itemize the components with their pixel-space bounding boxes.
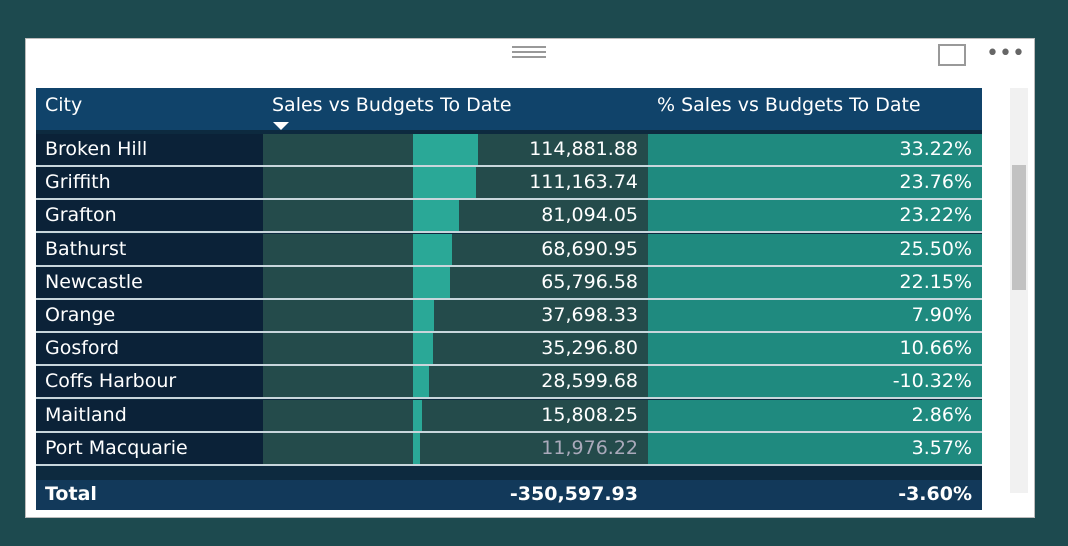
city: Maitland — [45, 403, 127, 426]
city-cell — [36, 399, 263, 431]
pct-value: 22.15% — [899, 270, 972, 293]
row-divider — [36, 331, 982, 333]
pct-value: 23.22% — [899, 204, 972, 227]
city: Gosford — [45, 337, 120, 360]
pct-cell — [648, 432, 982, 464]
data-bar — [413, 266, 451, 298]
pct-cell — [648, 399, 982, 431]
sales-cell — [263, 432, 648, 464]
row-divider — [36, 264, 982, 267]
focus-mode-icon[interactable] — [938, 44, 966, 66]
sales-value: 114,881.88 — [529, 138, 638, 160]
sales-value: 65,796.58 — [541, 270, 638, 293]
city: Grafton — [45, 204, 117, 227]
data-bar — [413, 300, 435, 331]
pct-value: 2.86% — [911, 403, 972, 426]
row-divider — [36, 165, 982, 167]
city-cell — [36, 266, 263, 298]
sales-value: 35,296.80 — [541, 337, 638, 360]
sales-value: 37,698.33 — [541, 304, 638, 326]
column-header[interactable]: Sales vs Budgets To Date — [272, 94, 512, 116]
city: Newcastle — [45, 270, 143, 293]
sales-cell — [263, 266, 648, 298]
city: Port Macquarie — [45, 436, 188, 459]
city-cell — [36, 134, 263, 165]
sales-value: 68,690.95 — [541, 237, 638, 260]
pct-cell — [648, 366, 982, 398]
sales-value: 28,599.68 — [541, 370, 638, 393]
scrollbar[interactable] — [1010, 88, 1028, 493]
row-divider — [36, 397, 982, 400]
data-bar — [413, 432, 420, 464]
pct-cell — [648, 266, 982, 298]
sales-cell — [263, 366, 648, 398]
city-cell — [36, 300, 263, 331]
pct-cell — [648, 300, 982, 331]
pct-value: 10.66% — [899, 337, 972, 360]
city: Griffith — [45, 171, 111, 194]
data-bar — [413, 167, 476, 199]
drag-handle[interactable] — [512, 46, 546, 48]
pct-value: 33.22% — [899, 138, 972, 160]
pct-value: 7.90% — [911, 304, 972, 326]
sales-cell — [263, 333, 648, 365]
pct-value: -10.32% — [892, 370, 972, 393]
city-cell — [36, 366, 263, 398]
row-divider — [36, 364, 982, 367]
city: Coffs Harbour — [45, 370, 177, 393]
total-pct: -3.60% — [898, 483, 972, 505]
sort-arrow — [273, 122, 289, 130]
pct-cell — [648, 333, 982, 365]
data-bar — [413, 399, 422, 431]
total-label: Total — [45, 483, 97, 505]
sales-value: 15,808.25 — [541, 403, 638, 426]
city: Bathurst — [45, 237, 127, 260]
header-row — [36, 88, 982, 130]
row-divider — [36, 297, 982, 300]
data-bar — [413, 134, 478, 165]
pct-value: 25.50% — [899, 237, 972, 260]
scroll-thumb[interactable] — [1012, 165, 1026, 290]
city-cell — [36, 167, 263, 199]
total-sales: -350,597.93 — [509, 483, 638, 505]
city-cell — [36, 333, 263, 365]
total-row — [36, 480, 982, 510]
column-header[interactable]: % Sales vs Budgets To Date — [657, 94, 921, 116]
city: Broken Hill — [45, 138, 148, 160]
sales-value: 11,976.22 — [541, 436, 638, 459]
pct-cell — [648, 233, 982, 265]
city-cell — [36, 432, 263, 464]
city-cell — [36, 233, 263, 265]
sales-cell — [263, 399, 648, 431]
pct-cell — [648, 167, 982, 199]
pct-value: 3.57% — [911, 436, 972, 459]
more-options[interactable]: ••• — [986, 41, 1025, 66]
data-bar — [413, 233, 452, 265]
row-divider — [36, 198, 982, 201]
city: Orange — [45, 304, 116, 326]
data-bar — [413, 200, 459, 232]
row-divider — [36, 463, 982, 466]
sales-cell — [263, 233, 648, 265]
sales-value: 81,094.05 — [541, 204, 638, 227]
row-divider — [36, 430, 982, 433]
pct-cell — [648, 200, 982, 232]
sales-cell — [263, 300, 648, 331]
pct-cell — [648, 134, 982, 165]
data-bar — [413, 333, 433, 365]
pct-value: 23.76% — [899, 171, 972, 194]
city-cell — [36, 200, 263, 232]
row-divider — [36, 231, 982, 234]
column-header[interactable]: City — [45, 94, 83, 116]
data-bar — [413, 366, 430, 398]
sales-value: 111,163.74 — [529, 171, 638, 194]
